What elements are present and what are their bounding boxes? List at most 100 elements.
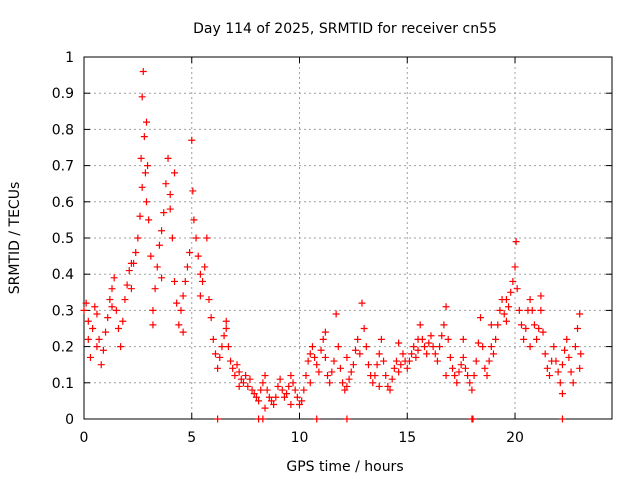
data-point <box>114 325 122 332</box>
data-point <box>512 238 520 246</box>
data-point <box>106 296 114 304</box>
data-point <box>188 136 196 144</box>
data-point <box>145 216 153 224</box>
data-point <box>308 343 316 351</box>
data-point <box>539 328 547 336</box>
data-point <box>399 350 407 358</box>
data-point <box>86 353 94 361</box>
data-point <box>567 368 575 376</box>
data-point <box>280 393 288 401</box>
data-point <box>487 321 495 329</box>
data-point <box>117 343 125 351</box>
data-point <box>464 372 472 380</box>
data-point <box>263 386 271 394</box>
data-point <box>291 386 299 394</box>
data-point <box>319 335 327 343</box>
data-point <box>99 346 107 354</box>
data-point <box>343 382 351 390</box>
data-point <box>561 346 569 354</box>
data-point <box>472 357 480 365</box>
data-point <box>546 372 554 380</box>
data-point <box>558 415 566 423</box>
data-point <box>537 292 545 300</box>
data-point <box>513 285 521 293</box>
data-point <box>205 296 213 304</box>
data-point <box>199 277 207 285</box>
data-point <box>222 325 230 332</box>
data-point <box>390 364 398 372</box>
x-tick-label: 15 <box>398 430 416 446</box>
data-point <box>181 277 189 285</box>
chart-title: Day 114 of 2025, SRMTID for receiver cn5… <box>193 21 497 37</box>
data-point <box>162 180 170 188</box>
data-point <box>259 415 267 423</box>
data-point <box>550 343 558 351</box>
data-point <box>511 263 519 271</box>
data-point <box>300 386 308 394</box>
data-point <box>235 368 243 376</box>
data-point <box>563 335 571 343</box>
data-point <box>267 397 275 405</box>
data-point <box>554 368 562 376</box>
data-point <box>153 263 161 271</box>
data-point <box>453 379 461 387</box>
data-point <box>345 375 353 383</box>
data-point <box>229 364 237 372</box>
data-point <box>259 379 267 387</box>
data-point <box>121 296 129 304</box>
data-point <box>171 169 179 177</box>
y-tick-label: 0.9 <box>52 86 74 102</box>
data-point <box>558 390 566 398</box>
data-point <box>227 357 235 365</box>
data-point <box>418 335 426 343</box>
data-point <box>270 401 278 409</box>
data-point <box>328 368 336 376</box>
data-point <box>515 306 523 314</box>
y-axis-label: SRMTID / TECUs <box>7 182 23 295</box>
data-point <box>533 335 541 343</box>
data-point <box>574 325 582 332</box>
data-point <box>102 328 110 336</box>
data-point <box>530 321 538 329</box>
data-point <box>442 303 450 311</box>
data-point <box>395 368 403 376</box>
data-point <box>168 234 176 242</box>
data-point <box>276 375 284 383</box>
data-point <box>520 335 528 343</box>
data-point <box>408 350 416 358</box>
data-point <box>138 93 146 101</box>
data-point <box>261 372 269 380</box>
y-tick-label: 1 <box>65 50 74 66</box>
data-point <box>306 350 314 358</box>
data-point <box>108 285 116 293</box>
data-point <box>239 379 247 387</box>
data-point <box>388 375 396 383</box>
data-point <box>416 321 424 329</box>
data-point <box>97 361 105 369</box>
data-point <box>489 350 497 358</box>
data-point <box>242 372 250 380</box>
data-point <box>82 299 90 307</box>
data-point <box>505 303 513 311</box>
data-point <box>306 379 314 387</box>
data-point <box>136 212 144 220</box>
y-tick-label: 0.3 <box>52 303 74 319</box>
data-point <box>158 274 166 282</box>
data-point <box>330 357 338 365</box>
data-point <box>468 386 476 394</box>
data-point <box>487 343 495 351</box>
data-point <box>274 382 282 390</box>
data-point <box>321 353 329 361</box>
data-point <box>526 296 534 304</box>
data-point <box>481 364 489 372</box>
data-point <box>132 248 140 256</box>
data-point <box>496 306 504 314</box>
data-point <box>317 346 325 354</box>
data-point <box>313 415 321 423</box>
data-point <box>91 303 99 311</box>
axis-ticks: 00.10.20.30.40.50.60.70.80.910 5 10 15 20 <box>52 50 612 446</box>
data-point <box>384 382 392 390</box>
data-point <box>250 390 258 398</box>
data-point <box>371 372 379 380</box>
